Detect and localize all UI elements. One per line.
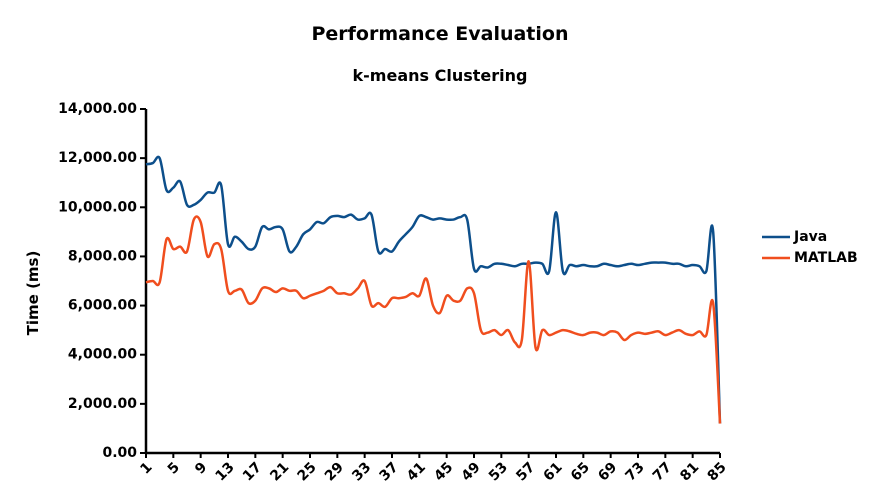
legend-label: Java xyxy=(793,229,827,245)
x-tick-label: 69 xyxy=(595,459,620,484)
x-tick-label: 25 xyxy=(295,459,320,484)
chart-title: Performance Evaluation xyxy=(311,23,568,45)
y-tick-label: 0.00 xyxy=(102,445,137,461)
x-tick-label: 57 xyxy=(513,459,538,484)
x-tick-label: 41 xyxy=(404,459,429,484)
y-tick-label: 14,000.00 xyxy=(58,101,137,117)
x-tick-label: 9 xyxy=(192,459,210,477)
x-tick-label: 29 xyxy=(322,459,347,484)
x-tick-label: 33 xyxy=(349,459,374,484)
x-tick-label: 5 xyxy=(165,459,183,477)
legend-label: MATLAB xyxy=(794,250,858,266)
y-tick-label: 6,000.00 xyxy=(68,298,137,314)
y-tick-label: 4,000.00 xyxy=(68,347,137,363)
y-tick-label: 10,000.00 xyxy=(58,199,137,215)
x-tick-label: 77 xyxy=(650,459,675,484)
x-tick-label: 73 xyxy=(623,459,648,484)
x-tick-label: 49 xyxy=(459,459,484,484)
series-line xyxy=(145,215,722,424)
x-tick-label: 61 xyxy=(541,459,566,484)
y-tick-label: 2,000.00 xyxy=(68,396,137,412)
x-tick-label: 13 xyxy=(213,459,238,484)
x-tick-label: 85 xyxy=(705,459,730,484)
y-tick-label: 8,000.00 xyxy=(68,248,137,264)
x-tick-label: 17 xyxy=(240,459,265,484)
x-tick-label: 53 xyxy=(486,459,511,484)
x-tick-label: 1 xyxy=(137,459,155,477)
series-line xyxy=(145,155,722,424)
x-tick-label: 37 xyxy=(377,459,402,484)
x-tick-label: 45 xyxy=(431,459,456,484)
x-tick-label: 81 xyxy=(677,459,702,484)
x-tick-label: 21 xyxy=(267,459,292,484)
chart-subtitle: k-means Clustering xyxy=(353,66,528,85)
x-tick-label: 65 xyxy=(568,459,593,484)
y-axis-label: Time (ms) xyxy=(24,251,42,336)
y-tick-label: 12,000.00 xyxy=(58,150,137,166)
